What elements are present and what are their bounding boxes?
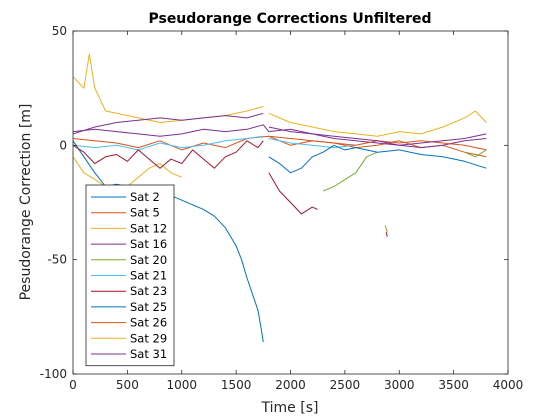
x-tick-label: 0 xyxy=(69,378,77,392)
x-axis-label: Time [s] xyxy=(261,400,319,416)
x-tick-label: 2500 xyxy=(330,378,361,392)
legend-label: Sat 20 xyxy=(130,253,167,267)
series-line-sat-16-seg-0 xyxy=(73,124,487,149)
y-tick-label: 50 xyxy=(52,24,67,38)
x-tick-label: 4000 xyxy=(493,378,524,392)
y-tick-label: -50 xyxy=(47,253,67,267)
series-line-sat-31-seg-1 xyxy=(268,126,487,146)
y-axis-label: Pesudorange Correction [m] xyxy=(18,104,34,301)
legend-label: Sat 26 xyxy=(130,316,167,330)
series-line-sat-21-seg-1 xyxy=(268,138,356,149)
y-tick-label: -100 xyxy=(40,367,67,381)
series-line-sat-23-seg-1 xyxy=(268,172,318,215)
y-ticks: -100 -50 0 50 xyxy=(40,24,508,381)
legend-label: Sat 12 xyxy=(130,221,167,235)
series-line-sat-23-seg-2 xyxy=(385,232,388,237)
series-line-sat-29-seg-1 xyxy=(268,110,487,137)
series-line-sat-21-seg-0 xyxy=(73,135,264,151)
legend-label: Sat 2 xyxy=(130,190,160,204)
x-ticks: 0 500 1000 1500 2000 2500 3000 3500 4000 xyxy=(69,31,523,392)
x-tick-label: 500 xyxy=(116,378,139,392)
x-tick-label: 1500 xyxy=(221,378,252,392)
legend-label: Sat 29 xyxy=(130,331,167,345)
legend-label: Sat 5 xyxy=(130,206,160,220)
x-tick-label: 2000 xyxy=(275,378,306,392)
legend-label: Sat 16 xyxy=(130,237,167,251)
x-tick-label: 1000 xyxy=(166,378,197,392)
series-lines xyxy=(73,53,487,343)
x-tick-label: 3500 xyxy=(438,378,469,392)
x-tick-label: 3000 xyxy=(384,378,415,392)
series-line-sat-25-seg-0 xyxy=(268,144,487,174)
chart-title: Pseudorange Corrections Unfiltered xyxy=(148,11,431,27)
series-line-sat-20-seg-2 xyxy=(464,149,487,158)
legend-label: Sat 25 xyxy=(130,300,167,314)
legend-label: Sat 21 xyxy=(130,269,167,283)
y-tick-label: 0 xyxy=(59,138,67,152)
series-line-sat-20-seg-0 xyxy=(322,151,378,192)
series-line-sat-20-seg-1 xyxy=(384,225,388,233)
legend-label: Sat 31 xyxy=(130,347,167,361)
series-line-sat-31-seg-0 xyxy=(73,112,264,135)
series-line-sat-23-seg-0 xyxy=(73,140,264,169)
legend-label: Sat 23 xyxy=(130,284,167,298)
